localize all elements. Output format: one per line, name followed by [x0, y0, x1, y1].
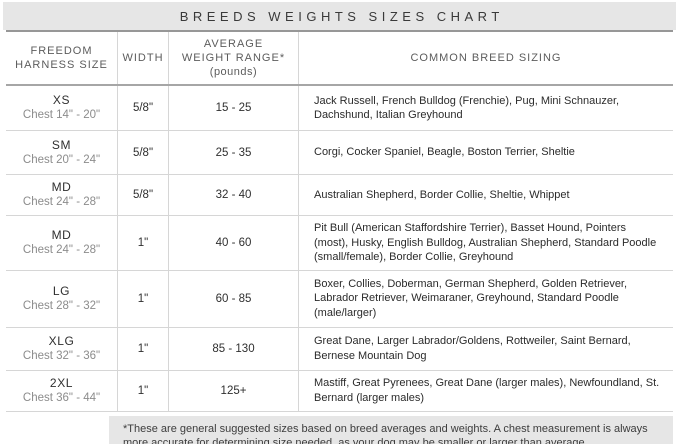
- width-value: 5/8": [117, 175, 168, 215]
- chest-range: Chest 28" - 32": [22, 299, 101, 312]
- header-breed-sizing-label: COMMON BREED SIZING: [410, 52, 562, 64]
- header-weight-range: AVERAGE WEIGHT RANGE* (pounds): [168, 32, 298, 84]
- header-width: WIDTH: [117, 32, 168, 84]
- width-value: 1": [117, 370, 168, 411]
- size-cell: MD Chest 24" - 28": [6, 175, 117, 215]
- size-cell: LG Chest 28" - 32": [6, 271, 117, 327]
- width-value: 1": [117, 327, 168, 370]
- footnote-text: *These are general suggested sizes based…: [123, 422, 648, 444]
- table-row-xlg: XLG Chest 32" - 36" 1" 85 - 130 Great Da…: [6, 327, 673, 371]
- breed-list: Australian Shepherd, Border Collie, Shel…: [298, 175, 673, 215]
- table-row-xs: XS Chest 14" - 20" 5/8" 15 - 25 Jack Rus…: [6, 86, 673, 131]
- weight-range: 125+: [168, 370, 298, 411]
- weight-range: 85 - 130: [168, 327, 298, 370]
- weight-range: 25 - 35: [168, 131, 298, 174]
- width-value: 1": [117, 216, 168, 270]
- header-weight-units: (pounds): [209, 66, 258, 78]
- chest-range: Chest 14" - 20": [22, 109, 101, 121]
- breed-list: Corgi, Cocker Spaniel, Beagle, Boston Te…: [298, 131, 673, 174]
- chest-range: Chest 20" - 24": [22, 153, 101, 166]
- header-harness-size: FREEDOM HARNESS SIZE: [6, 32, 117, 84]
- breed-list: Boxer, Collies, Doberman, German Shepher…: [298, 270, 673, 327]
- table-row-md-large: MD Chest 24" - 28" 1" 40 - 60 Pit Bull (…: [6, 216, 673, 271]
- header-breed-sizing: COMMON BREED SIZING: [298, 32, 673, 84]
- table-body: XS Chest 14" - 20" 5/8" 15 - 25 Jack Rus…: [6, 86, 673, 412]
- header-width-label: WIDTH: [122, 52, 164, 64]
- breed-list: Pit Bull (American Staffordshire Terrier…: [298, 216, 673, 270]
- chest-range: Chest 36" - 44": [22, 391, 101, 404]
- width-value: 1": [117, 270, 168, 327]
- size-cell: 2XL Chest 36" - 44": [6, 371, 117, 411]
- width-value: 5/8": [117, 86, 168, 130]
- chest-range: Chest 24" - 28": [22, 243, 101, 256]
- footnote-box: *These are general suggested sizes based…: [109, 415, 673, 444]
- breed-list: Jack Russell, French Bulldog (Frenchie),…: [298, 86, 673, 130]
- harness-size: MD: [51, 180, 72, 194]
- table-row-2xl: 2XL Chest 36" - 44" 1" 125+ Mastiff, Gre…: [6, 370, 673, 412]
- chest-range: Chest 32" - 36": [22, 349, 101, 362]
- size-cell: XLG Chest 32" - 36": [6, 328, 117, 370]
- chest-range: Chest 24" - 28": [22, 196, 101, 208]
- harness-size: 2XL: [49, 375, 74, 390]
- breed-list: Great Dane, Larger Labrador/Goldens, Rot…: [298, 327, 673, 370]
- harness-size: XLG: [48, 333, 75, 348]
- weight-range: 40 - 60: [168, 216, 298, 270]
- chart-title-band: BREEDS WEIGHTS SIZES CHART: [3, 2, 676, 30]
- chart-title: BREEDS WEIGHTS SIZES CHART: [179, 8, 504, 24]
- header-weight-line1: AVERAGE: [203, 38, 264, 50]
- sizing-table: FREEDOM HARNESS SIZE WIDTH AVERAGE WEIGH…: [6, 30, 673, 412]
- weight-range: 32 - 40: [168, 175, 298, 215]
- size-cell: SM Chest 20" - 24": [6, 131, 117, 174]
- header-weight-line2: WEIGHT RANGE*: [181, 52, 286, 64]
- width-value: 5/8": [117, 131, 168, 174]
- harness-size: XS: [52, 93, 71, 107]
- harness-size: SM: [51, 137, 72, 152]
- table-row-lg: LG Chest 28" - 32" 1" 60 - 85 Boxer, Col…: [6, 270, 673, 328]
- table-row-md-small: MD Chest 24" - 28" 5/8" 32 - 40 Australi…: [6, 175, 673, 216]
- size-cell: MD Chest 24" - 28": [6, 216, 117, 270]
- table-row-sm: SM Chest 20" - 24" 5/8" 25 - 35 Corgi, C…: [6, 131, 673, 175]
- header-harness-size-label: FREEDOM HARNESS SIZE: [15, 45, 108, 71]
- harness-size: MD: [51, 227, 72, 242]
- size-cell: XS Chest 14" - 20": [6, 86, 117, 130]
- breed-list: Mastiff, Great Pyrenees, Great Dane (lar…: [298, 370, 673, 411]
- weight-range: 15 - 25: [168, 86, 298, 130]
- harness-size: LG: [52, 283, 71, 298]
- weight-range: 60 - 85: [168, 270, 298, 327]
- table-header-row: FREEDOM HARNESS SIZE WIDTH AVERAGE WEIGH…: [6, 30, 673, 86]
